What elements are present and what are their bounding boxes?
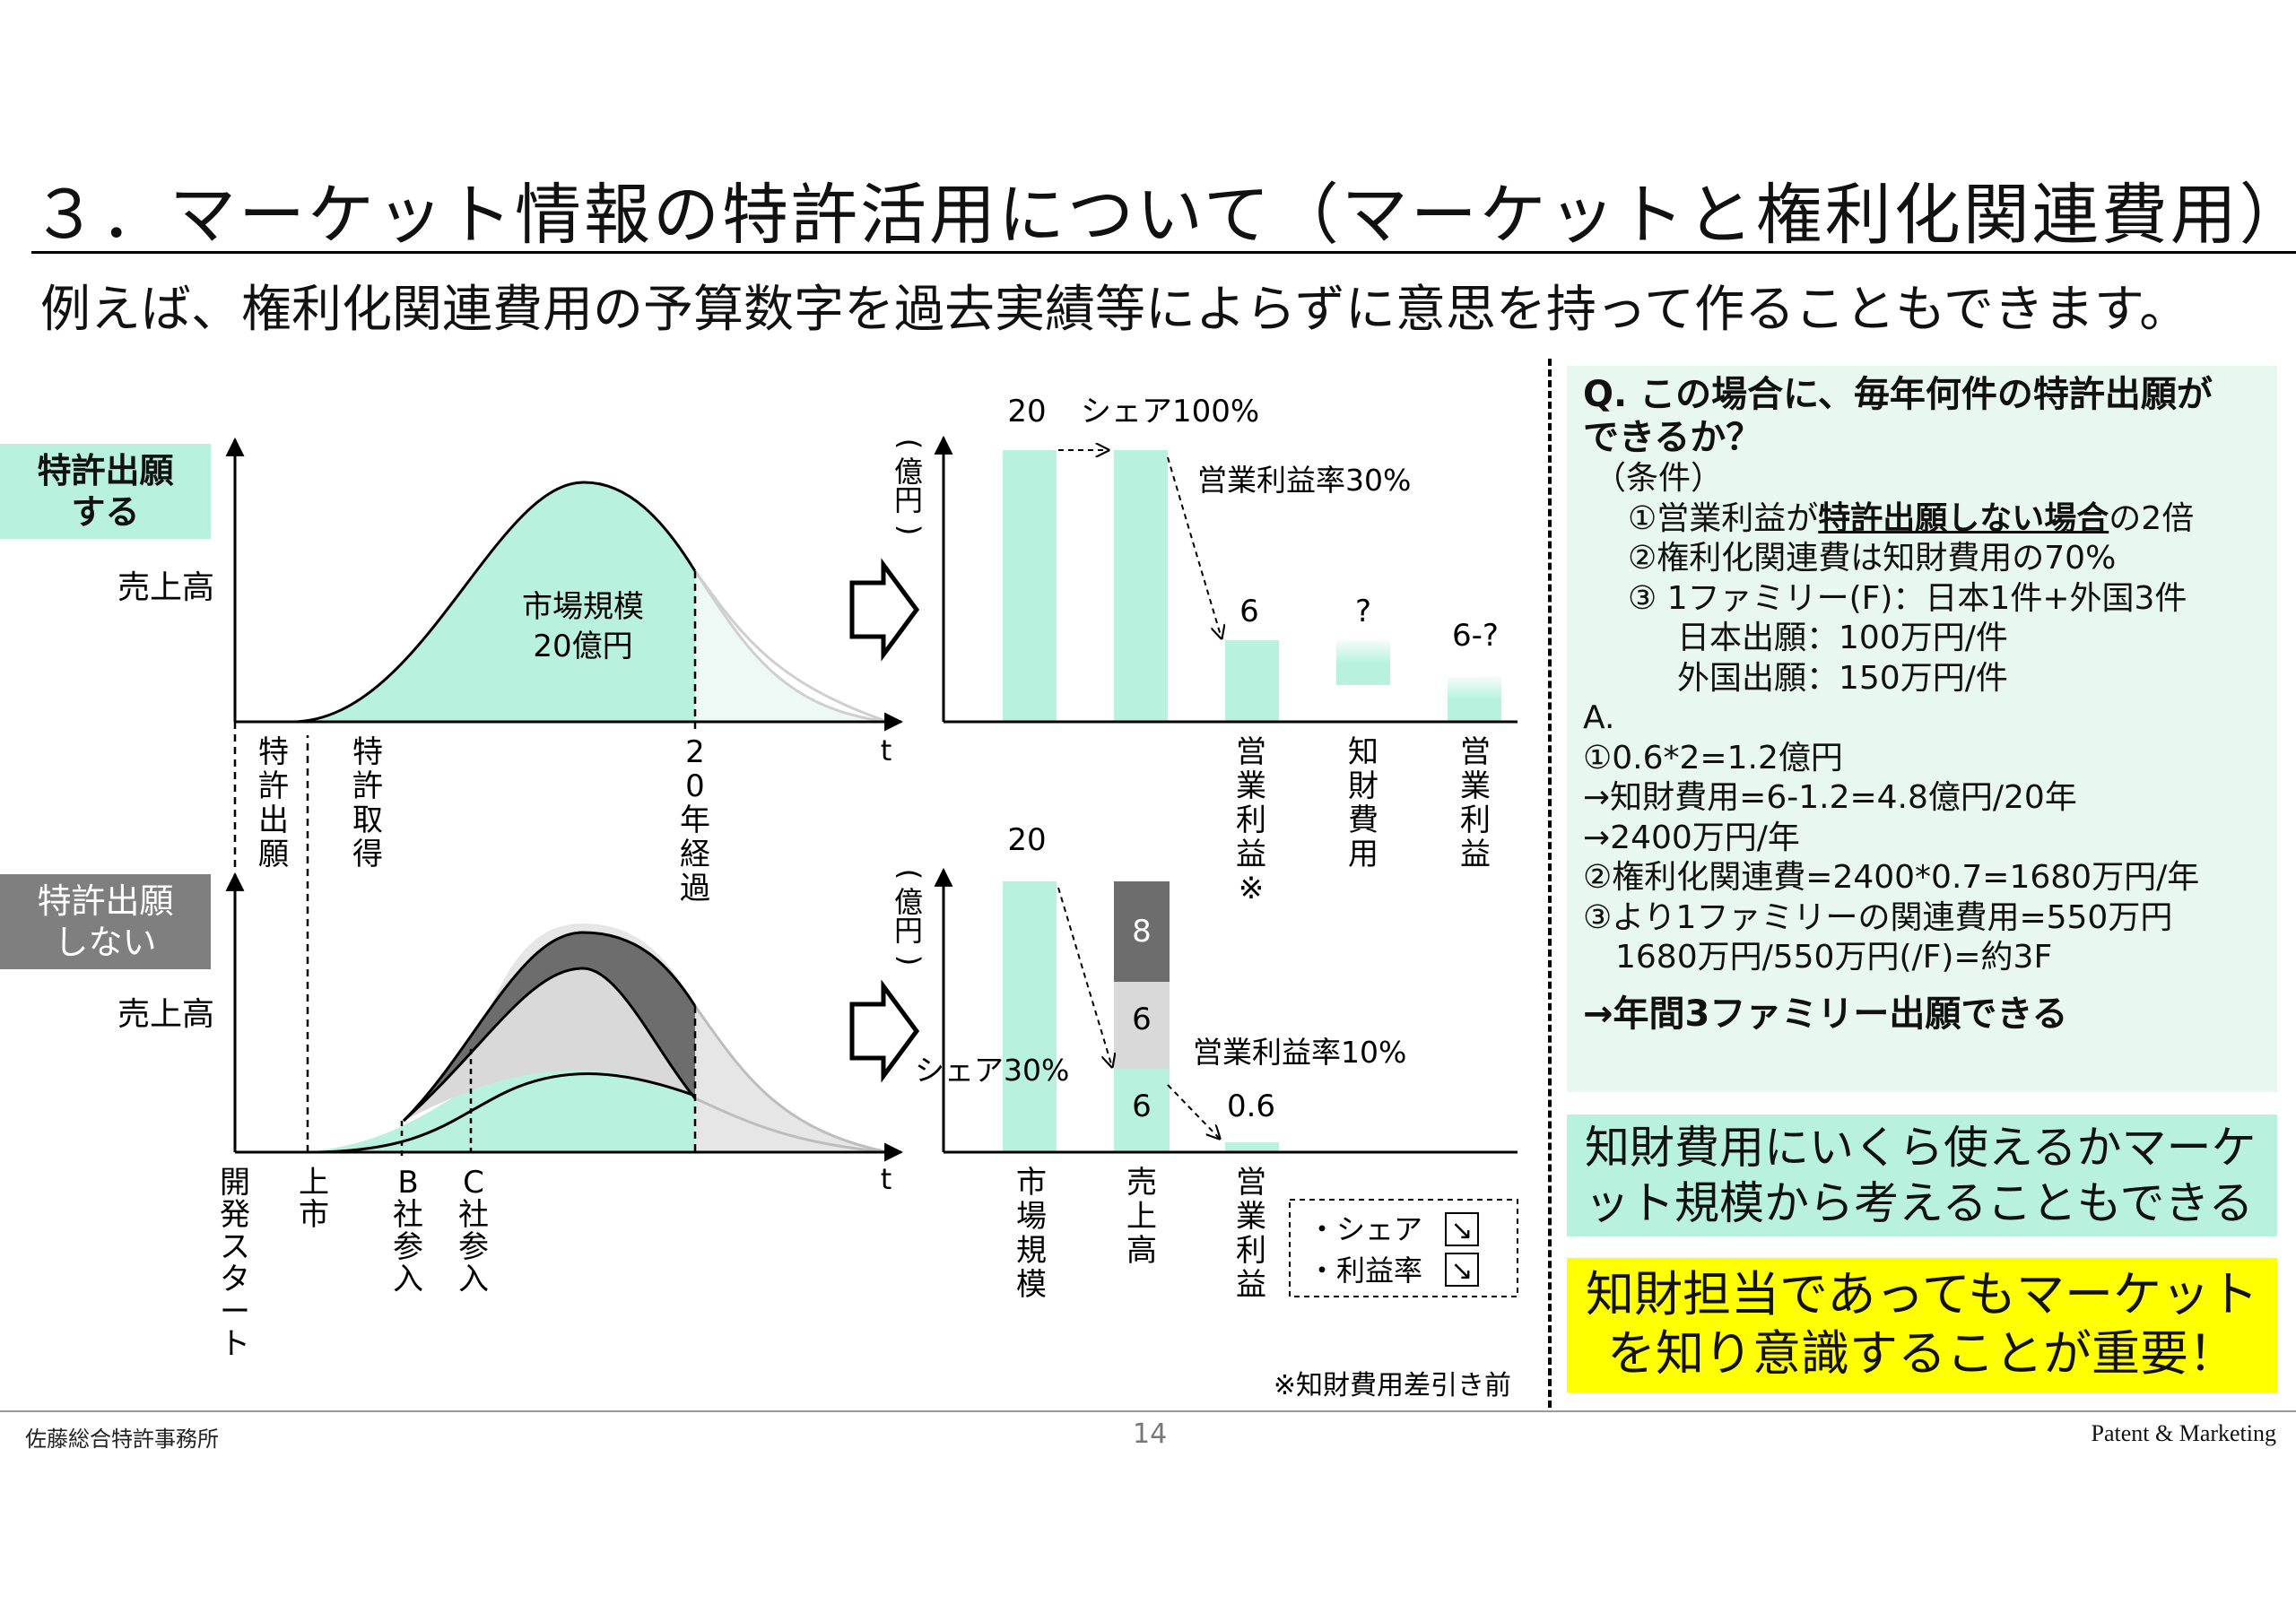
cat-ip-cost: 知財費用 — [1348, 734, 1378, 872]
footnote: ※知財費用差引き前 — [1274, 1370, 1511, 1401]
top-margin-label: 営業利益率30% — [1197, 463, 1411, 498]
legend-share: ・シェア — [1308, 1212, 1422, 1246]
top-profit-after-value: 6-? — [1452, 618, 1499, 654]
bar-ip-cost — [1336, 640, 1390, 685]
answer-1: ①0.6*2=1.2億円 — [1583, 739, 2261, 779]
unit-char: 円 — [894, 914, 923, 948]
unit-char: ( — [892, 438, 926, 449]
margin10-arrow — [1168, 1085, 1220, 1139]
legend-margin: ・利益率 — [1308, 1253, 1422, 1288]
market-label-line2: 20億円 — [533, 629, 632, 664]
bottom-margin-label: 営業利益率10% — [1193, 1035, 1406, 1070]
condition-3b: 外国出願：150万円/件 — [1583, 659, 2261, 699]
cat-operating-profit: 営業利益※ — [1236, 734, 1266, 906]
top-share-label: シェア100% — [1081, 394, 1259, 429]
cat-bottom-profit: 営業利益 — [1236, 1165, 1266, 1303]
unit-char: 円 — [894, 483, 923, 517]
down-right-arrow-icon: ↘ — [1450, 1255, 1473, 1287]
bar-operating-profit — [1225, 640, 1279, 721]
top-profit-value: 6 — [1239, 594, 1259, 629]
tick-20-years: 20年経過 — [680, 734, 710, 906]
bar-market-size — [1003, 450, 1057, 721]
tick-b-entry: B社参入 — [393, 1165, 423, 1297]
bottom-bar-categories: 市場規模 売上高 営業利益 — [1016, 1165, 1266, 1303]
qa-spacer — [1583, 978, 2261, 994]
footer-title: Patent & Marketing — [2091, 1420, 2276, 1447]
key-message-line1: 知財担当であってもマーケット — [1585, 1265, 2259, 1324]
cat-market-size: 市場規模 — [1016, 1165, 1047, 1303]
market-label-line1: 市場規模 — [522, 589, 644, 625]
top-right-arrow-icon — [852, 565, 917, 655]
cat-profit-after: 営業利益 — [1460, 734, 1491, 872]
top-t-label: t — [881, 733, 892, 768]
answer-final: →年間3ファミリー出願できる — [1583, 994, 2261, 1035]
bottom-right-arrow-icon — [852, 986, 917, 1076]
tick-c-entry: C社参入 — [458, 1165, 489, 1297]
answer-2: →知財費用=6-1.2=4.8億円/20年 — [1583, 778, 2261, 819]
condition-2: ②権利化関連費は知財費用の70% — [1583, 539, 2261, 579]
answer-3: →2400万円/年 — [1583, 819, 2261, 859]
qa-panel: Q. この場合に、毎年何件の特許出願が できるか？ （条件） ①営業利益が特許出… — [1567, 366, 2277, 1092]
conditions-header: （条件） — [1583, 459, 2261, 499]
tick-grant: 特許取得 — [352, 734, 383, 872]
top-curve-chart: 売上高 市場規模 20億円 t 特許出願 特許取得 20年経過 — [117, 439, 901, 906]
bottom-share-label: シェア30% — [915, 1053, 1069, 1088]
stack-label-6a: 6 — [1132, 1002, 1152, 1037]
top-bar-chart: 20 シェア100% 営業利益率30% 6 ? 6-? (億円) 営業利益※ 知財… — [892, 394, 1518, 906]
condition-1-post: の2倍 — [2109, 500, 2194, 537]
key-message-line2: を知り意識することが重要！ — [1585, 1324, 2259, 1383]
top-bar-20-label: 20 — [1007, 394, 1046, 429]
condition-3: ③ 1ファミリー(F)：日本1件+外国3件 — [1583, 579, 2261, 620]
condition-1-pre: ①営業利益が — [1628, 500, 1818, 537]
bottom-bar-20-label: 20 — [1007, 822, 1046, 858]
down-right-arrow-icon: ↘ — [1450, 1215, 1473, 1246]
answer-4: ②権利化関連費=2400*0.7=1680万円/年 — [1583, 858, 2261, 898]
bar-profit-after — [1448, 677, 1501, 721]
bottom-tick-labels: 開発スタート 上市 B社参入 C社参入 — [220, 1165, 489, 1362]
condition-1-emph: 特許出願しない場合 — [1818, 500, 2109, 537]
footer-firm: 佐藤総合特許事務所 — [25, 1421, 219, 1453]
unit-char: ) — [892, 955, 926, 966]
footer-divider — [0, 1410, 2296, 1412]
bottom-unit-label: (億円) — [892, 869, 926, 966]
market-diagram: 売上高 市場規模 20億円 t 特許出願 特許取得 20年経過 売上高 t 開発スタ… — [0, 0, 1548, 1408]
market-note: 知財費用にいくら使えるかマーケ ット規模から考えることもできる — [1567, 1115, 2277, 1236]
stack-label-8: 8 — [1132, 914, 1152, 950]
bar-bottom-profit — [1225, 1142, 1279, 1151]
unit-char: ) — [892, 525, 926, 535]
unit-char: ( — [892, 869, 926, 880]
top-unit-label: (億円) — [892, 438, 926, 535]
stack-label-6b: 6 — [1132, 1089, 1152, 1124]
top-tick-labels: 特許出願 特許取得 20年経過 — [258, 734, 710, 906]
market-note-line1: 知財費用にいくら使えるかマーケ — [1585, 1120, 2259, 1175]
tick-launch: 上市 — [299, 1165, 329, 1233]
market-note-line2: ット規模から考えることもできる — [1585, 1175, 2259, 1231]
answer-header: A. — [1583, 698, 2261, 739]
bar-sales — [1114, 450, 1168, 721]
cat-sales: 売上高 — [1126, 1165, 1157, 1269]
bar-bottom-market — [1003, 881, 1057, 1151]
condition-3a: 日本出願：100万円/件 — [1583, 619, 2261, 659]
tick-filing: 特許出願 — [258, 734, 289, 872]
question-line2: できるか？ — [1583, 416, 2261, 459]
bottom-profit-value: 0.6 — [1227, 1089, 1275, 1124]
top-ip-value: ? — [1355, 594, 1371, 629]
question-line1: Q. この場合に、毎年何件の特許出願が — [1583, 373, 2261, 416]
page-number: 14 — [1133, 1418, 1167, 1450]
section-divider — [1548, 359, 1552, 1408]
answer-5: ③より1ファミリーの関連費用=550万円 — [1583, 898, 2261, 939]
tick-dev-start: 開発スタート — [220, 1165, 250, 1362]
key-message: 知財担当であってもマーケット を知り意識することが重要！ — [1567, 1258, 2277, 1392]
bottom-t-label: t — [881, 1162, 892, 1196]
bottom-y-label: 売上高 — [117, 996, 214, 1033]
answer-6: 1680万円/550万円(/F)=約3F — [1583, 938, 2261, 978]
top-y-label: 売上高 — [117, 569, 214, 606]
top-bar-categories: 営業利益※ 知財費用 営業利益 — [1236, 734, 1491, 906]
share30-arrow — [1058, 888, 1112, 1067]
bottom-bar-chart: 20 シェア30% 営業利益率10% 8 6 6 0.6 (億円) 市場規模 売上… — [892, 822, 1518, 1401]
condition-1: ①営業利益が特許出願しない場合の2倍 — [1583, 499, 2261, 540]
